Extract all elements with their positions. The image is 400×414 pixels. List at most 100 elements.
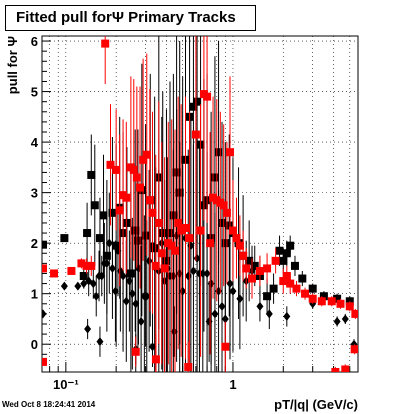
data-point-square [331,368,340,372]
data-point-square [141,231,150,240]
data-point-square [263,292,272,301]
data-point-square [122,218,131,227]
data-point-diamond [256,301,264,311]
data-point-diamond [189,266,197,276]
data-point-square [336,299,345,308]
data-point-square [142,150,151,159]
data-point-square [112,241,121,250]
data-point-square [131,226,140,235]
data-point-diamond [96,337,104,347]
data-point-diamond [203,268,211,278]
data-point-square [67,266,76,275]
data-point-square [298,274,307,283]
data-point-square [177,226,186,235]
data-point-diamond [128,289,136,299]
y-tick-label: 0 [31,337,38,352]
data-point-diamond [111,286,119,296]
data-point-square [50,269,59,278]
data-point-square [242,264,251,273]
data-point-square [115,206,124,215]
data-point-diamond [283,311,291,321]
data-point-square [239,251,248,260]
data-point-square [275,246,284,255]
data-point-diamond [211,309,219,319]
data-point-square [184,362,193,371]
data-point-square [87,170,96,179]
data-point-square [350,345,358,354]
data-point-square [151,355,160,364]
data-point-diamond [226,279,234,289]
data-point-diamond [333,316,341,326]
data-point-square [139,155,148,164]
data-point-diamond [105,238,113,248]
data-point-diamond [221,314,229,324]
data-point-square [108,208,117,217]
data-point-diamond [84,324,92,334]
data-point-diamond [42,309,47,319]
data-point-square [42,240,48,249]
data-point-square [214,148,223,157]
data-point-square [235,241,244,250]
data-point-square [42,264,48,273]
data-point-diamond [170,327,178,337]
data-point-square [133,236,142,245]
y-tick-label: 4 [31,135,39,150]
data-point-square [112,165,121,174]
timestamp: Wed Oct 8 18:24:41 2014 [2,400,96,409]
data-point-square [106,160,115,169]
data-point-square [250,261,259,270]
data-point-square [193,97,202,106]
data-point-square [308,294,317,303]
data-point-square [77,259,86,268]
data-point-square [228,226,237,235]
data-point-square [196,226,205,235]
data-point-square [145,196,154,205]
x-tick-label: 1 [229,377,236,392]
data-point-square [189,102,198,111]
data-layer [42,36,358,372]
data-point-square [95,234,104,243]
y-tick-label: 1 [31,287,38,302]
data-point-square [327,297,336,306]
data-point-square [218,218,227,227]
data-point-diamond [103,258,111,268]
y-tick-label: 2 [31,236,38,251]
data-point-square [191,130,200,139]
data-point-square [248,274,257,283]
data-point-square [221,342,230,351]
data-point-square [157,249,166,258]
x-axis-title: pT/|q| (GeV/c) [274,397,358,412]
data-point-diamond [218,301,226,311]
data-point-square [136,183,145,192]
data-point-square [101,39,110,48]
data-point-diamond [193,253,201,263]
data-point-square [99,211,108,220]
data-point-diamond [74,281,82,291]
data-point-square [286,241,295,250]
data-point-square [203,92,212,101]
data-point-square [345,302,354,311]
data-point-diamond [60,281,68,291]
data-point-square [341,365,350,372]
data-point-square [171,246,180,255]
data-point-diamond [119,271,127,281]
data-point-square [279,277,288,286]
data-point-diamond [89,279,97,289]
data-point-diamond [236,294,244,304]
data-point-square [79,272,88,280]
data-point-square [181,224,190,232]
data-point-square [150,244,159,253]
data-point-square [232,234,241,243]
data-point-square [319,292,328,301]
data-point-diamond [148,342,156,352]
data-point-square [122,193,131,202]
data-point-square [333,294,342,303]
data-point-square [42,357,48,366]
data-point-diamond [265,309,273,319]
data-point-square [290,261,299,270]
data-point-square [210,173,219,182]
y-tick-label: 3 [31,186,38,201]
data-point-square [126,269,135,278]
data-point-square [206,239,215,248]
